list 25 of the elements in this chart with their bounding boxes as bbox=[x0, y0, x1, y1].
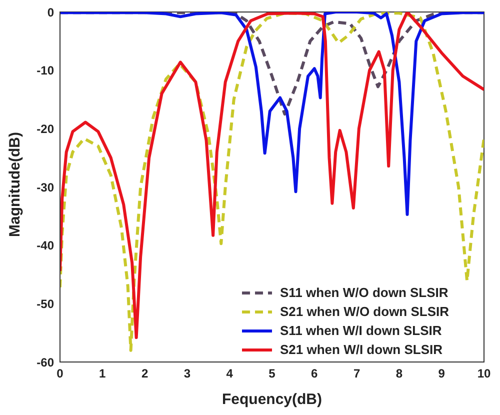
y-tick-label: 0 bbox=[47, 5, 54, 20]
x-tick-label: 3 bbox=[184, 366, 191, 381]
legend-label: S11 when W/I down SLSIR bbox=[280, 322, 442, 340]
legend-label: S21 when W/O down SLSIR bbox=[280, 303, 450, 321]
y-tick-label: -10 bbox=[36, 64, 54, 78]
x-tick-label: 4 bbox=[226, 366, 234, 381]
x-tick-label: 7 bbox=[353, 366, 360, 381]
y-tick-label: -50 bbox=[36, 296, 54, 311]
x-tick-label: 5 bbox=[268, 366, 276, 381]
x-tick-label: 0 bbox=[56, 366, 64, 381]
x-tick-label: 9 bbox=[438, 366, 446, 381]
x-tick-label: 1 bbox=[99, 366, 106, 381]
y-tick-label: -20 bbox=[36, 122, 54, 136]
x-tick-label: 10 bbox=[477, 366, 491, 381]
x-axis-title: Fequency(dB) bbox=[222, 391, 322, 408]
legend-label: S11 when W/O down SLSIR bbox=[280, 284, 448, 302]
line-series bbox=[60, 12, 484, 216]
x-tick-label: 6 bbox=[311, 366, 318, 381]
y-tick-label: -30 bbox=[36, 180, 54, 194]
x-tick-label: 8 bbox=[396, 366, 403, 381]
legend-label: S21 when W/I down SLSIR bbox=[280, 341, 443, 359]
y-tick-label: -40 bbox=[36, 238, 54, 253]
x-tick-label: 2 bbox=[141, 366, 148, 381]
y-tick-label: -60 bbox=[36, 355, 54, 370]
y-axis-title: Magnitude(dB) bbox=[6, 132, 24, 237]
